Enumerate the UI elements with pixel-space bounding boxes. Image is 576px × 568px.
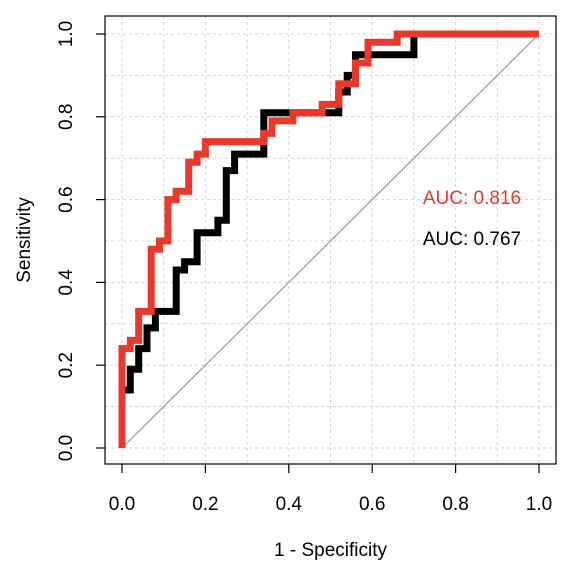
auc-label-red: AUC: 0.816 [423, 188, 521, 209]
y-axis: 0.0 0.2 0.4 0.6 0.8 1.0 [56, 21, 105, 461]
x-tick-label: 1.0 [526, 494, 552, 515]
x-tick-label: 0.6 [359, 494, 385, 515]
plot-border [104, 15, 557, 465]
x-tick-label: 0.4 [276, 494, 303, 515]
auc-label-black: AUC: 0.767 [423, 229, 521, 250]
x-tick-label: 0.8 [442, 494, 468, 515]
y-tick-label: 0.2 [56, 352, 77, 378]
y-tick-label: 0.6 [56, 186, 77, 212]
roc-curve-series-0 [118, 30, 539, 448]
y-tick-label: 0.4 [56, 269, 77, 296]
x-axis-title: 1 - Specificity [274, 540, 387, 561]
x-axis: 0.0 0.2 0.4 0.6 0.8 1.0 [109, 464, 552, 515]
y-tick-label: 1.0 [56, 21, 77, 47]
y-axis-title: Sensitivity [14, 197, 35, 283]
roc-curve-series-1 [118, 30, 539, 448]
y-tick-label: 0.0 [56, 435, 77, 461]
series-layer [118, 30, 539, 448]
reference-diagonal [121, 33, 540, 449]
grid-lines [105, 16, 556, 464]
y-tick-label: 0.8 [56, 104, 77, 130]
x-tick-label: 0.0 [109, 494, 135, 515]
x-tick-label: 0.2 [192, 494, 218, 515]
